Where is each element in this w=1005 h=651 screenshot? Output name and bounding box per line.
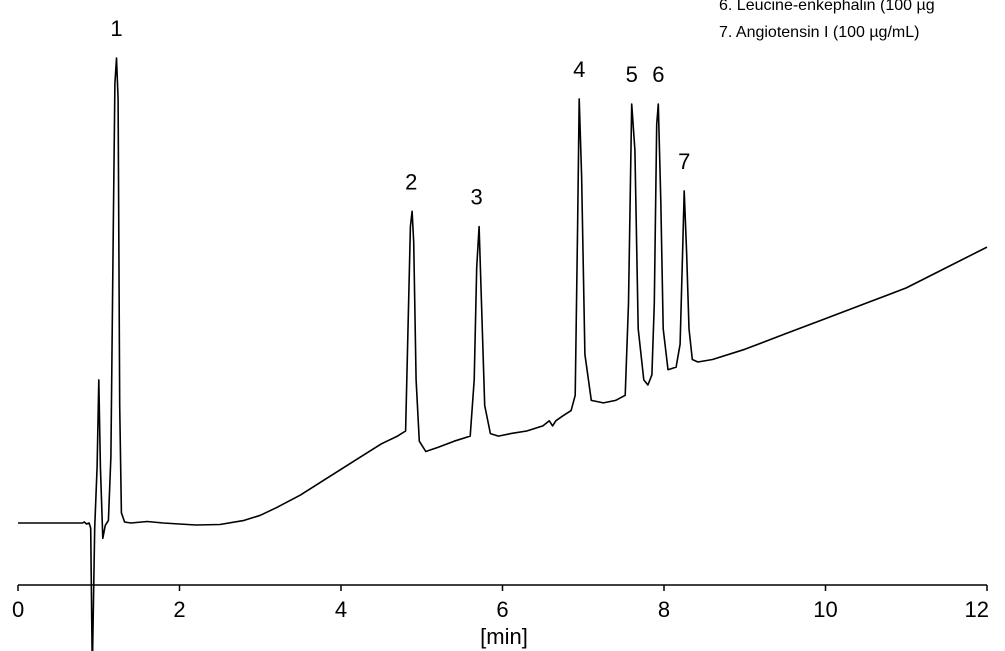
peak-label-1: 1 — [110, 16, 122, 41]
x-axis-title: [min] — [480, 624, 528, 649]
peak-labels: 1 2 3 4 5 6 7 — [110, 16, 690, 210]
peak-label-3: 3 — [471, 185, 483, 210]
x-tick-label: 2 — [173, 597, 185, 622]
legend-line-6: 6. Leucine-enkephalin (100 µg — [719, 0, 935, 14]
chromatogram-trace — [18, 57, 988, 651]
x-axis-tick-labels: 0 2 4 6 8 10 12 — [12, 597, 989, 622]
x-tick-label: 12 — [965, 597, 989, 622]
peak-label-2: 2 — [405, 169, 417, 194]
x-tick-label: 10 — [813, 597, 837, 622]
x-axis-ticks — [17, 585, 988, 591]
x-tick-label: 0 — [12, 597, 24, 622]
x-tick-label: 8 — [658, 597, 670, 622]
peak-label-6: 6 — [652, 62, 664, 87]
peak-label-7: 7 — [678, 149, 690, 174]
legend: 6. Leucine-enkephalin (100 µg 7. Angiote… — [719, 0, 935, 41]
series-layer — [18, 57, 988, 651]
peak-label-5: 5 — [626, 62, 638, 87]
legend-line-7: 7. Angiotensin I (100 µg/mL) — [719, 24, 919, 41]
peak-label-4: 4 — [573, 57, 585, 82]
x-tick-label: 6 — [496, 597, 508, 622]
x-tick-label: 4 — [335, 597, 347, 622]
